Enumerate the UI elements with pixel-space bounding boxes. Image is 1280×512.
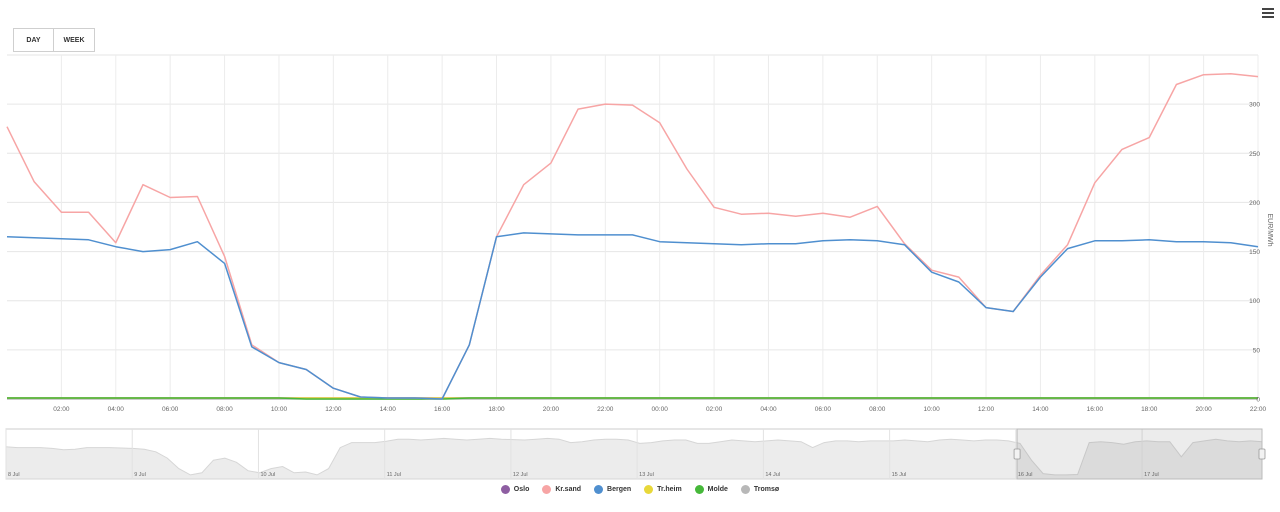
chart-grid: [7, 54, 1259, 400]
legend-item-molde[interactable]: Molde: [694, 485, 728, 494]
x-tick-label: 10:00: [271, 406, 288, 413]
navigator-date-label: 14 Jul: [765, 472, 780, 478]
legend-marker-oslo: [500, 485, 510, 494]
y-tick-label: 200: [1249, 200, 1260, 207]
x-tick-label: 20:00: [543, 406, 560, 413]
navigator-date-label: 9 Jul: [134, 472, 146, 478]
navigator-left-handle[interactable]: [1013, 448, 1021, 460]
legend-marker-troms-: [740, 485, 750, 494]
x-tick-label: 16:00: [434, 406, 451, 413]
legend-label: Molde: [707, 486, 728, 493]
legend-marker-kr-sand: [542, 485, 552, 494]
x-tick-label: 20:00: [1195, 406, 1212, 413]
y-axis-title: EUR/MWh: [1266, 213, 1273, 246]
legend: Oslo Kr.sand Bergen Tr.heim Molde Tromsø: [0, 485, 1280, 494]
navigator-date-label: 10 Jul: [260, 472, 275, 478]
y-tick-label: 300: [1249, 102, 1260, 109]
navigator-selection[interactable]: [1016, 428, 1263, 480]
x-tick-label: 08:00: [216, 406, 233, 413]
x-tick-label: 10:00: [924, 406, 941, 413]
x-tick-label: 18:00: [1141, 406, 1158, 413]
x-tick-label: 18:00: [488, 406, 505, 413]
navigator: 8 Jul 9 Jul 10 Jul 11 Jul 12 Jul 13 Jul 14 Jul…: [5, 428, 1266, 480]
legend-label: Tromsø: [753, 486, 780, 493]
y-tick-label: 250: [1249, 151, 1260, 158]
x-tick-label: 14:00: [380, 406, 397, 413]
legend-item-tr-heim[interactable]: Tr.heim: [644, 485, 682, 494]
legend-marker-bergen: [594, 485, 604, 494]
x-tick-label: 14:00: [1032, 406, 1049, 413]
series-layer: [6, 72, 1259, 400]
legend-item-oslo[interactable]: Oslo: [500, 485, 530, 494]
x-tick-label: 22:00: [1250, 406, 1267, 413]
navigator-series: [5, 437, 1263, 480]
legend-marker-tr-heim: [644, 485, 654, 494]
legend-label: Bergen: [607, 486, 632, 493]
legend-item-kr-sand[interactable]: Kr.sand: [542, 485, 581, 494]
navigator-date-label: 12 Jul: [513, 472, 528, 478]
x-tick-label: 12:00: [325, 406, 342, 413]
y-tick-label: 100: [1249, 298, 1260, 305]
x-tick-label: 02:00: [53, 406, 70, 413]
y-tick-label: 0: [1256, 397, 1260, 404]
navigator-date-label: 17 Jul: [1144, 472, 1159, 478]
series-line-kr-sand: [6, 72, 1259, 400]
x-tick-label: 04:00: [108, 406, 125, 413]
x-tick-label: 02:00: [706, 406, 723, 413]
legend-label: Oslo: [513, 486, 530, 493]
series-line-molde: [7, 397, 1258, 400]
y-tick-label: 150: [1249, 249, 1260, 256]
y-tick-label: 50: [1253, 347, 1261, 354]
legend-label: Kr.sand: [555, 486, 582, 493]
day-range-button[interactable]: DAY: [13, 28, 54, 52]
navigator-date-label: 11 Jul: [387, 472, 401, 478]
x-tick-label: 06:00: [162, 406, 179, 413]
legend-marker-molde: [694, 485, 704, 494]
x-tick-label: 00:00: [652, 406, 669, 413]
x-tick-label: 08:00: [869, 406, 886, 413]
x-tick-label: 04:00: [760, 406, 777, 413]
legend-item-troms-[interactable]: Tromsø: [740, 485, 780, 494]
week-range-button[interactable]: WEEK: [54, 28, 95, 52]
navigator-date-label: 13 Jul: [639, 472, 654, 478]
legend-label: Tr.heim: [657, 486, 682, 493]
navigator-date-label: 15 Jul: [892, 472, 907, 478]
series-line-bergen: [6, 232, 1259, 400]
legend-item-bergen[interactable]: Bergen: [594, 485, 631, 494]
x-tick-label: 06:00: [815, 406, 832, 413]
navigator-date-label: 16 Jul: [1018, 472, 1033, 478]
navigator-date-label: 8 Jul: [8, 472, 20, 478]
range-selector: DAY WEEK: [13, 28, 95, 52]
x-axis: 02:00 04:00 06:00 08:00 10:00 12:00 14:00 16:00…: [53, 406, 1266, 413]
x-tick-label: 16:00: [1087, 406, 1104, 413]
y-axis: 0 50 100 150 200 250 300: [1249, 102, 1260, 404]
x-tick-label: 22:00: [597, 406, 614, 413]
navigator-right-handle[interactable]: [1258, 448, 1266, 460]
chart-menu-icon[interactable]: [1261, 6, 1275, 20]
x-tick-label: 12:00: [978, 406, 995, 413]
